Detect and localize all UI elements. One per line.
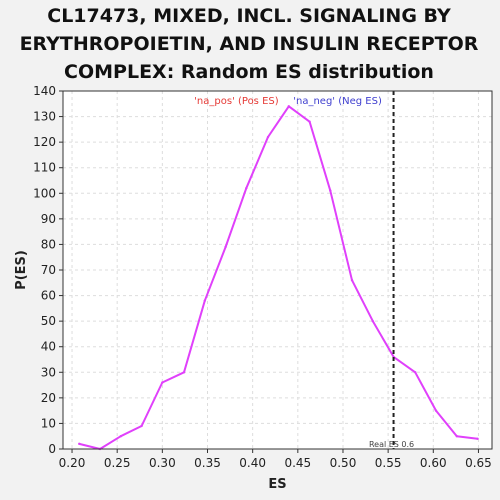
legend-entry-pos: 'na_pos' (Pos ES) [194, 96, 279, 107]
x-tick-label: 0.30 [149, 456, 176, 470]
data-point [245, 186, 248, 190]
y-tick-label: 110 [33, 161, 56, 175]
x-axis-label: ES [268, 477, 286, 492]
y-tick-label: 140 [33, 84, 56, 98]
data-point [476, 437, 479, 440]
data-point [414, 371, 417, 374]
chart-title-line-2: ERYTHROPOIETIN, AND INSULIN RECEPTOR [20, 33, 479, 55]
data-point [287, 105, 290, 108]
y-tick-label: 20 [41, 391, 56, 405]
plot-area [63, 91, 492, 449]
y-tick-label: 50 [41, 314, 56, 328]
data-point [140, 424, 143, 428]
y-tick-label: 0 [48, 442, 56, 456]
real-es-label: Real ES 0.6 [369, 440, 414, 449]
data-point [161, 381, 164, 384]
data-point [119, 435, 123, 438]
data-point [182, 371, 186, 374]
y-tick-label: 120 [33, 135, 56, 149]
y-axis-label: P(ES) [14, 250, 29, 290]
y-tick-label: 100 [33, 186, 56, 200]
x-tick-label: 0.65 [465, 456, 492, 470]
x-tick-label: 0.40 [239, 456, 266, 470]
x-tick-label: 0.50 [330, 456, 357, 470]
y-tick-label: 10 [41, 416, 56, 430]
x-tick-label: 0.35 [194, 456, 221, 470]
y-tick-label: 30 [41, 365, 56, 379]
x-tick-label: 0.60 [420, 456, 447, 470]
series-group [78, 105, 479, 451]
data-point [455, 435, 458, 438]
x-tick-label: 0.55 [375, 456, 402, 470]
x-tick-label: 0.20 [59, 456, 86, 470]
y-tick-label: 60 [41, 289, 56, 303]
data-point [371, 319, 374, 323]
data-point [350, 279, 354, 282]
y-tick-label: 80 [41, 237, 56, 251]
x-axis-ticks: 0.20 0.25 0.30 0.35 0.40 0.45 0.50 0.55 0.60 0.65 [59, 449, 492, 470]
data-point [224, 245, 227, 249]
x-tick-label: 0.25 [104, 456, 131, 470]
legend-entry-neg: 'na_neg' (Neg ES) [293, 96, 382, 107]
data-point [266, 135, 270, 139]
data-point [308, 120, 311, 123]
y-tick-label: 70 [41, 263, 56, 277]
chart-title-line-1: CL17473, MIXED, INCL. SIGNALING BY [47, 5, 451, 27]
y-axis-ticks: 0 10 20 30 40 50 60 70 80 90 100 110 120 130 140 [33, 84, 63, 456]
data-point [78, 442, 81, 446]
real-es-marker: Real ES 0.6 [369, 91, 414, 449]
data-point [329, 189, 332, 192]
y-tick-label: 90 [41, 212, 56, 226]
chart-title: CL17473, MIXED, INCL. SIGNALING BY ERYTH… [20, 5, 479, 83]
plot-frame [62, 90, 493, 450]
data-point [203, 299, 206, 302]
legend: 'na_pos' (Pos ES) 'na_neg' (Neg ES) [194, 96, 382, 107]
y-tick-label: 40 [41, 340, 56, 354]
x-tick-label: 0.45 [284, 456, 311, 470]
data-point [434, 409, 438, 412]
chart-title-line-3: COMPLEX: Random ES distribution [64, 61, 434, 83]
es-distribution-line [79, 105, 478, 450]
y-tick-label: 130 [33, 110, 56, 124]
